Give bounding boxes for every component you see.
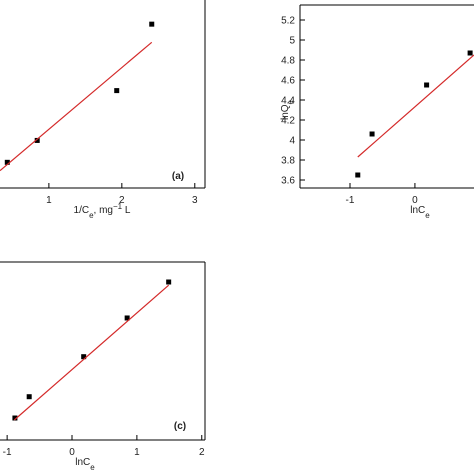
data-point — [166, 279, 172, 285]
data-point — [467, 50, 473, 56]
x-tick-label: -1 — [346, 195, 355, 206]
data-point — [369, 131, 375, 137]
y-tick-label: 3.8 — [281, 156, 295, 167]
y-axis-label-part: e — [286, 99, 295, 104]
x-axis-label-part: L — [122, 205, 131, 216]
x-axis-label-part: e — [425, 211, 430, 220]
y-tick-label: 4.4 — [281, 96, 295, 107]
x-axis-label-part: , mg — [94, 205, 113, 216]
y-tick-label: 3.6 — [281, 176, 295, 187]
x-tick-label: 0 — [412, 195, 418, 206]
data-point — [355, 172, 361, 178]
y-axis-label-part: lnQ — [280, 104, 291, 120]
x-tick-label: -1 — [3, 447, 12, 458]
x-axis-label-part: −1 — [113, 202, 123, 211]
y-tick-label: 4.6 — [281, 76, 295, 87]
x-tick-label: 2 — [199, 447, 205, 458]
y-tick-label: 5 — [289, 36, 295, 47]
x-axis-label-part: lnC — [75, 457, 90, 468]
y-tick-label: 5.2 — [281, 16, 295, 27]
data-point — [12, 415, 18, 421]
x-axis-label: 1/Ce, mg−1 L — [74, 202, 131, 220]
panel-label: (c) — [174, 421, 186, 432]
data-point — [26, 394, 32, 400]
y-tick-label: 4.2 — [281, 116, 295, 127]
x-tick-label: 3 — [192, 195, 198, 206]
x-tick-label: 0 — [69, 447, 75, 458]
fit-line — [13, 284, 170, 421]
fit-line — [357, 54, 474, 158]
y-tick-label: 4.8 — [281, 56, 295, 67]
fit-line — [0, 41, 153, 172]
y-axis-label: lnQe — [280, 99, 295, 120]
data-point — [114, 88, 120, 94]
data-point — [424, 82, 430, 88]
x-axis-label-part: e — [90, 463, 95, 472]
data-point — [4, 159, 10, 165]
x-axis-label-part: lnC — [410, 205, 425, 216]
panel-label: (a) — [172, 171, 184, 182]
data-point — [34, 137, 40, 143]
x-axis-label: lnCe — [410, 205, 430, 220]
x-axis-label: lnCe — [75, 457, 95, 472]
x-tick-label: 1 — [134, 447, 140, 458]
x-axis-label-part: 1/C — [74, 205, 90, 216]
x-axis-label-part: e — [89, 211, 94, 220]
data-point — [149, 21, 155, 27]
y-tick-label: 4 — [289, 136, 295, 147]
data-point — [124, 315, 130, 321]
data-point — [81, 354, 87, 360]
x-tick-label: 1 — [46, 195, 52, 206]
x-tick-label: 2 — [119, 195, 125, 206]
